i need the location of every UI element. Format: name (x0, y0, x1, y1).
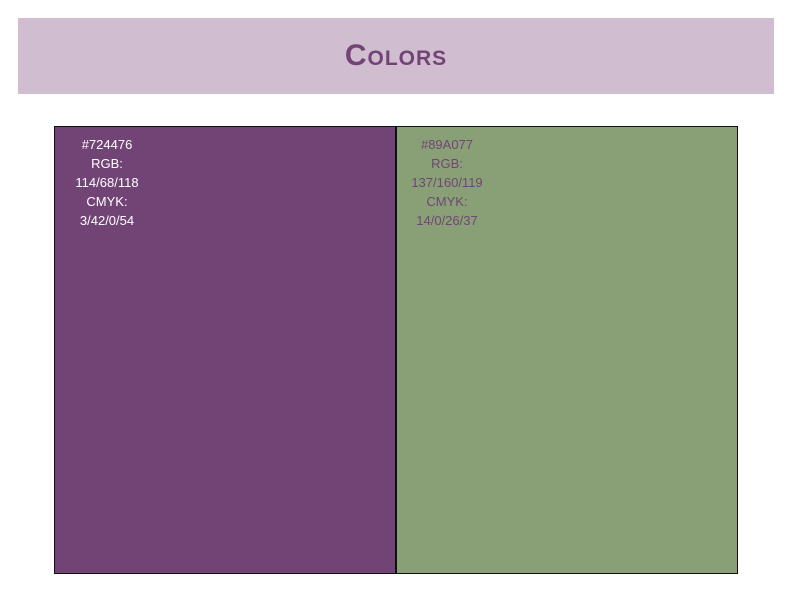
swatch-purple: #724476 RGB: 114/68/118 CMYK: 3/42/0/54 (55, 127, 395, 573)
swatch-green: #89A077 RGB: 137/160/119 CMYK: 14/0/26/3… (395, 127, 737, 573)
page-title: Colors (344, 39, 448, 72)
rgb-value: 137/160/119 (411, 175, 483, 190)
rgb-value: 114/68/118 (75, 175, 139, 190)
swatch-info: #724476 RGB: 114/68/118 CMYK: 3/42/0/54 (55, 135, 159, 230)
swatch-info: #89A077 RGB: 137/160/119 CMYK: 14/0/26/3… (397, 135, 497, 230)
rgb-label: RGB: (91, 156, 123, 171)
hex-value: #724476 (81, 137, 133, 152)
cmyk-label: CMYK: (426, 194, 468, 209)
cmyk-label: CMYK: (86, 194, 128, 209)
title-banner: Colors (18, 18, 774, 94)
cmyk-value: 14/0/26/37 (416, 213, 478, 228)
color-swatches: #724476 RGB: 114/68/118 CMYK: 3/42/0/54 … (54, 126, 738, 574)
rgb-label: RGB: (431, 156, 463, 171)
hex-value: #89A077 (420, 137, 474, 152)
cmyk-value: 3/42/0/54 (79, 213, 135, 228)
